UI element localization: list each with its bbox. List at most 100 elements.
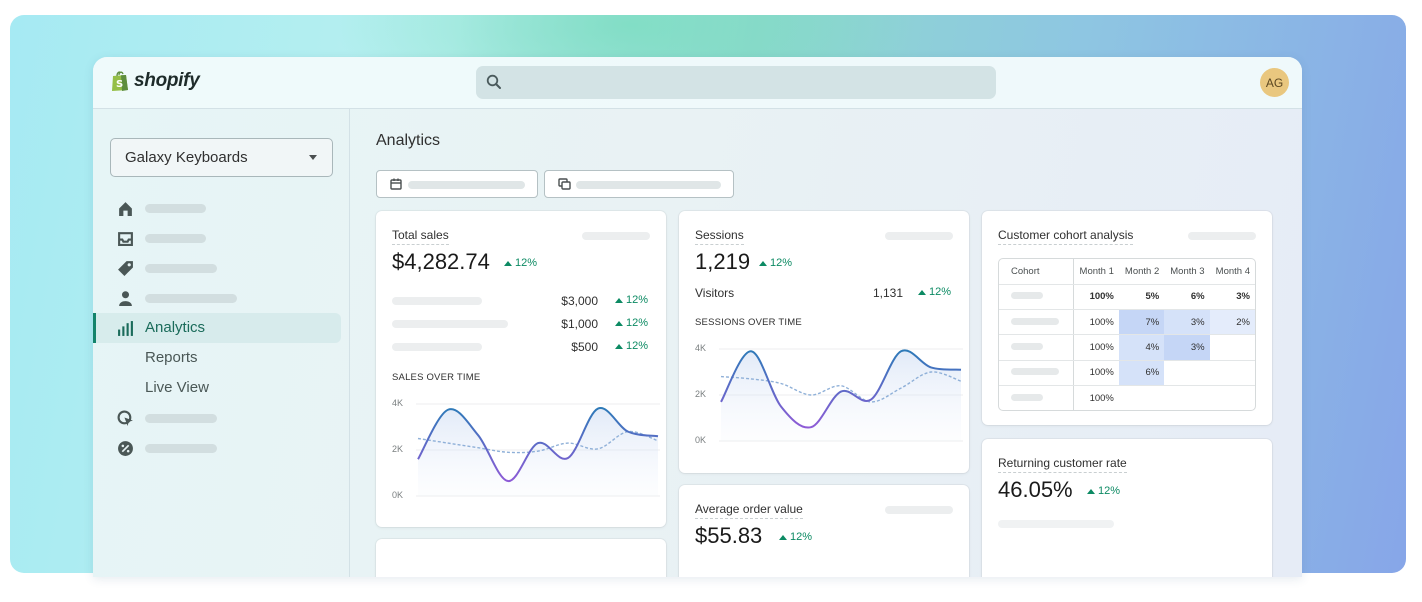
sidebar-item-home[interactable] bbox=[93, 193, 350, 223]
cohort-cell: 100% bbox=[1073, 309, 1119, 336]
cohort-cell: 3% bbox=[1164, 309, 1210, 336]
nav-placeholder bbox=[145, 204, 206, 213]
sidebar-item-live-view[interactable]: Live View bbox=[93, 373, 350, 403]
sessions-over-time-chart[interactable] bbox=[719, 341, 963, 447]
column-header: Month 2 bbox=[1118, 259, 1165, 285]
y-tick: 2K bbox=[695, 389, 707, 399]
sales-over-time-chart[interactable] bbox=[416, 396, 660, 502]
cell-placeholder bbox=[1011, 368, 1059, 376]
chart-title: SALES OVER TIME bbox=[392, 372, 481, 383]
store-selector[interactable]: Galaxy Keyboards bbox=[110, 138, 333, 177]
card-placeholder bbox=[885, 506, 953, 514]
table-row: 100% 7% 3% 2% bbox=[999, 309, 1255, 336]
analytics-icon bbox=[118, 321, 133, 336]
row-placeholder bbox=[998, 520, 1114, 528]
breakdown-value: $500 bbox=[571, 340, 598, 354]
calendar-icon bbox=[390, 178, 402, 190]
y-tick: 0K bbox=[392, 490, 404, 500]
series-area bbox=[721, 350, 961, 441]
cohort-cell: 4% bbox=[1118, 334, 1165, 361]
change-badge: 12% bbox=[615, 294, 648, 306]
trend-up-icon bbox=[504, 260, 512, 266]
returning-customer-card[interactable]: Returning customer rate 46.05% 12% bbox=[982, 439, 1272, 577]
card-title: Average order value bbox=[695, 502, 803, 519]
change-badge: 12% bbox=[779, 531, 812, 543]
cell-placeholder bbox=[1011, 393, 1043, 401]
cohort-cell: 3% bbox=[1164, 334, 1210, 361]
main-content: Analytics Total sales $4,282.74 12% $3,0… bbox=[351, 109, 1302, 577]
breakdown-value: $3,000 bbox=[561, 294, 598, 308]
series-area bbox=[418, 408, 658, 496]
additional-card[interactable] bbox=[376, 539, 666, 577]
column-header: Month 1 bbox=[1073, 259, 1119, 285]
cohort-cell: 6% bbox=[1164, 284, 1210, 310]
sessions-card[interactable]: Sessions 1,219 12% Visitors 1,131 12% SE… bbox=[679, 211, 969, 473]
sidebar: Galaxy Keyboards Analytic bbox=[93, 109, 350, 577]
sidebar-item-marketing[interactable] bbox=[93, 403, 350, 433]
store-name: Galaxy Keyboards bbox=[125, 149, 248, 166]
series-line-current bbox=[417, 407, 659, 483]
top-bar: S shopify AG bbox=[93, 57, 1302, 109]
avatar[interactable]: AG bbox=[1260, 68, 1289, 97]
total-sales-value: $4,282.74 bbox=[392, 249, 490, 274]
cohort-analysis-card[interactable]: Customer cohort analysis Cohort Month 1 … bbox=[982, 211, 1272, 425]
page-title: Analytics bbox=[376, 132, 441, 149]
returning-rate-value: 46.05% bbox=[998, 477, 1073, 502]
sessions-value: 1,219 bbox=[695, 249, 751, 274]
trend-up-icon bbox=[759, 260, 767, 266]
sidebar-item-products[interactable] bbox=[93, 253, 350, 283]
brand-wordmark: shopify bbox=[134, 70, 200, 91]
change-value: 12% bbox=[790, 531, 813, 543]
breakdown-value: $1,000 bbox=[561, 317, 598, 331]
y-tick: 4K bbox=[695, 343, 707, 353]
svg-text:S: S bbox=[116, 79, 123, 90]
row-placeholder bbox=[392, 320, 508, 328]
series-line-current bbox=[720, 349, 962, 429]
total-sales-card[interactable]: Total sales $4,282.74 12% $3,000 12% $1,… bbox=[376, 211, 666, 527]
inbox-icon bbox=[118, 232, 133, 246]
caret-down-icon bbox=[309, 154, 317, 160]
cell-placeholder bbox=[1011, 317, 1059, 325]
sidebar-item-discounts[interactable] bbox=[93, 433, 350, 463]
series-line-previous bbox=[720, 371, 962, 403]
table-row: 100% 4% 3% bbox=[999, 334, 1255, 361]
change-value: 12% bbox=[626, 294, 649, 306]
nav-placeholder bbox=[145, 414, 217, 423]
trend-up-icon bbox=[918, 289, 926, 295]
search-input[interactable] bbox=[476, 66, 996, 99]
column-header: Month 4 bbox=[1209, 259, 1255, 285]
change-value: 12% bbox=[515, 257, 538, 269]
cohort-cell: 5% bbox=[1118, 284, 1165, 310]
compare-button[interactable] bbox=[544, 170, 734, 198]
card-placeholder bbox=[582, 232, 650, 240]
shopify-logo[interactable]: S shopify bbox=[110, 70, 200, 92]
average-order-value-card[interactable]: Average order value $55.83 12% bbox=[679, 485, 969, 577]
y-tick: 4K bbox=[392, 398, 404, 408]
cohort-cell bbox=[1210, 386, 1255, 410]
cell-placeholder bbox=[1011, 343, 1043, 351]
trend-up-icon bbox=[779, 534, 787, 540]
y-tick: 2K bbox=[392, 444, 404, 454]
nav-placeholder bbox=[145, 264, 217, 273]
cohort-cell: 100% bbox=[1073, 284, 1119, 310]
cohort-cell bbox=[1164, 360, 1210, 387]
card-title: Customer cohort analysis bbox=[998, 228, 1134, 245]
active-indicator bbox=[93, 313, 96, 343]
shopify-bag-icon: S bbox=[112, 71, 128, 91]
sidebar-item-reports[interactable]: Reports bbox=[93, 343, 350, 373]
cohort-cell bbox=[1209, 360, 1255, 387]
sidebar-item-customers[interactable] bbox=[93, 283, 350, 313]
filter-placeholder bbox=[576, 181, 721, 189]
date-range-button[interactable] bbox=[376, 170, 538, 198]
sidebar-item-analytics[interactable]: Analytics bbox=[93, 313, 341, 343]
cohort-cell bbox=[999, 284, 1074, 310]
cohort-cell: 6% bbox=[1118, 360, 1165, 387]
change-badge: 12% bbox=[615, 317, 648, 329]
cohort-cell: 3% bbox=[1209, 284, 1255, 310]
y-tick: 0K bbox=[695, 435, 707, 445]
card-placeholder bbox=[885, 232, 953, 240]
sidebar-item-orders[interactable] bbox=[93, 223, 350, 253]
cohort-cell: 100% bbox=[1089, 392, 1114, 404]
table-header-row: Cohort Month 1 Month 2 Month 3 Month 4 bbox=[999, 259, 1255, 285]
cohort-cell bbox=[999, 360, 1074, 387]
